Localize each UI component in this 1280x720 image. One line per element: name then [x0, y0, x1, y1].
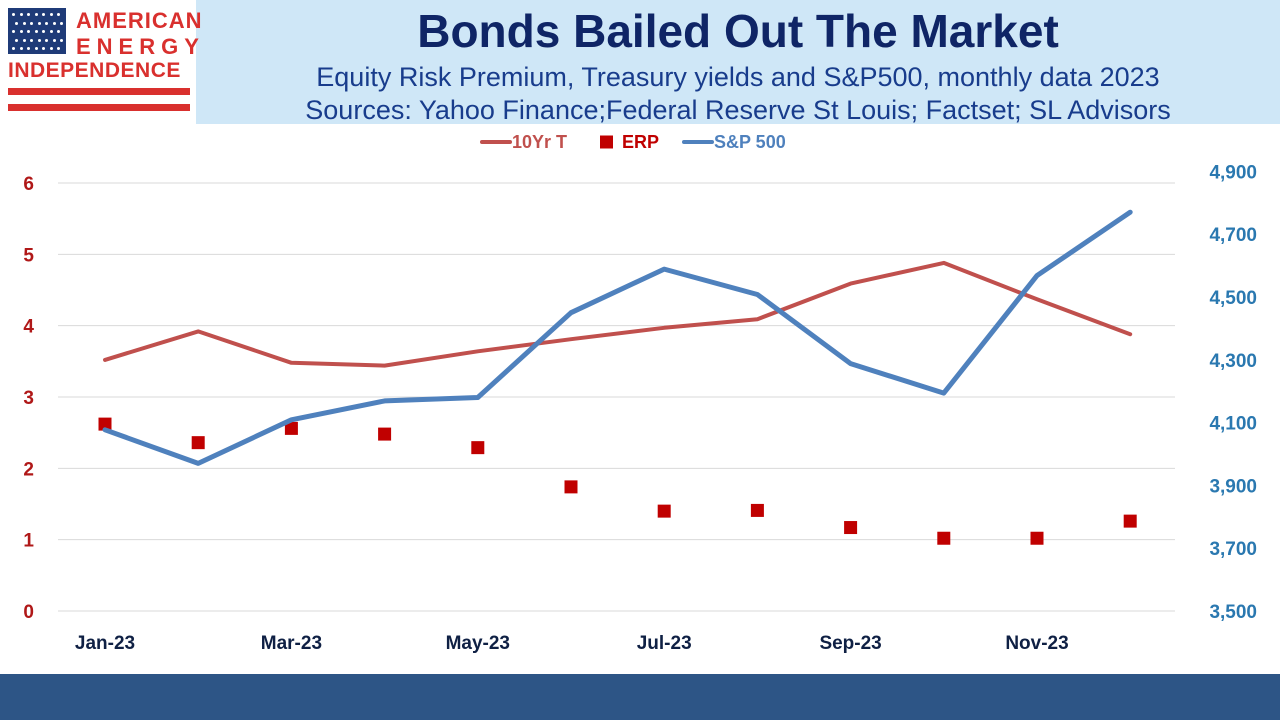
erp-point — [471, 441, 485, 455]
legend-swatch — [600, 135, 613, 149]
erp-point — [564, 480, 578, 494]
right-axis-tick-label: 4,500 — [1209, 288, 1257, 309]
right-axis-tick-label: 3,700 — [1209, 539, 1257, 560]
x-axis-tick-label: Nov-23 — [1005, 633, 1068, 654]
legend-label: S&P 500 — [714, 132, 786, 152]
x-axis-tick-label: Jan-23 — [75, 633, 135, 654]
footer-bar — [0, 674, 1280, 720]
left-axis-tick-label: 5 — [23, 245, 34, 266]
erp-point — [1030, 531, 1044, 545]
right-axis-tick-label: 3,500 — [1209, 602, 1257, 623]
left-axis-tick-label: 6 — [23, 174, 34, 195]
logo-line-3: INDEPENDENCE — [8, 59, 181, 82]
legend-label: 10Yr T — [512, 132, 567, 152]
left-axis-tick-label: 2 — [23, 459, 34, 480]
legend-label: ERP — [622, 132, 659, 152]
erp-point — [657, 504, 671, 518]
right-axis-tick-label: 4,900 — [1209, 162, 1257, 183]
chart-title: Bonds Bailed Out The Market — [417, 5, 1059, 57]
right-axis-tick-label: 4,100 — [1209, 414, 1257, 435]
erp-point — [98, 417, 112, 431]
us-flag-icon — [8, 8, 66, 54]
erp-point — [1123, 514, 1137, 528]
logo: AMERICAN ENERGY INDEPENDENCE — [0, 0, 202, 124]
logo-stripe-2 — [8, 104, 190, 111]
logo-line-2: ENERGY — [76, 34, 205, 59]
x-axis-tick-label: May-23 — [446, 633, 510, 654]
left-axis-tick-label: 3 — [23, 388, 34, 409]
right-axis-tick-label: 4,700 — [1209, 225, 1257, 246]
chart-sources: Sources: Yahoo Finance;Federal Reserve S… — [305, 95, 1171, 125]
erp-point — [750, 503, 764, 517]
erp-point — [378, 427, 392, 441]
erp-point — [284, 421, 298, 435]
chart-subtitle: Equity Risk Premium, Treasury yields and… — [316, 62, 1160, 92]
left-axis-tick-label: 0 — [23, 602, 34, 623]
logo-stripe-1 — [8, 88, 190, 95]
series-line-10yr-t — [103, 260, 1133, 368]
erp-point — [191, 436, 205, 450]
right-axis-tick-label: 4,300 — [1209, 351, 1257, 372]
erp-point — [844, 521, 858, 535]
left-axis-tick-label: 1 — [23, 531, 34, 552]
x-axis-tick-label: Mar-23 — [261, 633, 322, 654]
header-band — [0, 0, 1280, 124]
x-axis-tick-label: Jul-23 — [637, 633, 692, 654]
chart-canvas: 0 1 2 3 4 5 6 3,500 3,700 3,900 4,100 4,300 4,500 4,7… — [23, 132, 1257, 654]
logo-line-1: AMERICAN — [76, 8, 203, 33]
series-line-s-p-500 — [102, 209, 1133, 466]
erp-point — [937, 531, 951, 545]
left-axis-tick-label: 4 — [23, 317, 34, 338]
right-axis-tick-label: 3,900 — [1209, 476, 1257, 497]
x-axis-tick-label: Sep-23 — [819, 633, 881, 654]
